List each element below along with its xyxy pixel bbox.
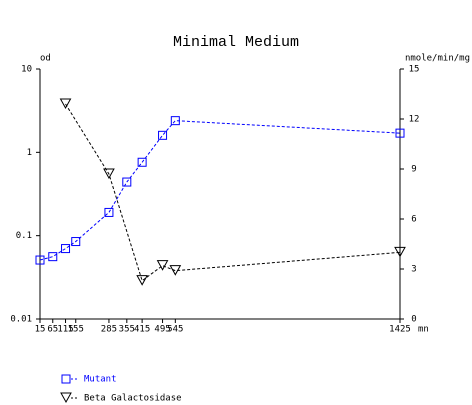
x-tick-label: 115: [57, 325, 73, 335]
chart-title: Minimal Medium: [173, 34, 299, 51]
series-line: [39, 120, 401, 261]
legend-label: Beta Galactosidase: [84, 394, 182, 404]
marker: [48, 252, 58, 262]
y-axis-label: od: [40, 54, 51, 64]
x-tick-label: 1425: [389, 325, 411, 335]
y2-tick-label: 3: [411, 265, 416, 275]
marker: [395, 128, 405, 138]
x-tick-label: 155: [68, 325, 84, 335]
marker: [169, 265, 182, 276]
marker: [35, 255, 45, 265]
marker: [156, 260, 169, 271]
x-tick-label: 355: [119, 325, 135, 335]
x-tick-label: 15: [35, 325, 46, 335]
marker: [394, 246, 406, 258]
marker: [103, 168, 115, 180]
y2-tick-label: 9: [411, 165, 416, 175]
x-tick-label: 65: [47, 325, 58, 335]
y-tick-label: 0.01: [10, 315, 32, 325]
marker: [170, 116, 180, 126]
x-axis-label: mn: [418, 325, 429, 335]
series-line: [65, 103, 401, 282]
x-tick-label: 415: [134, 325, 150, 335]
x-tick-label: 285: [101, 325, 117, 335]
y2-axis-label: nmole/min/mg: [405, 54, 470, 64]
x-tick-label: 545: [167, 325, 183, 335]
y2-tick-label: 6: [411, 215, 416, 225]
legend-marker: [61, 374, 71, 384]
y-tick-label: 0.1: [16, 231, 32, 241]
y-tick-label: 1: [27, 148, 32, 158]
y2-tick-label: 12: [409, 115, 420, 125]
marker: [122, 177, 132, 187]
legend-label: Mutant: [84, 375, 117, 385]
y-tick-label: 10: [21, 65, 32, 75]
y2-tick-label: 0: [411, 315, 416, 325]
marker: [59, 98, 72, 110]
marker: [61, 244, 71, 254]
marker: [137, 157, 147, 167]
x-tick-label: 495: [154, 325, 170, 335]
legend-marker: [60, 392, 72, 404]
marker: [158, 130, 168, 140]
marker: [71, 237, 81, 247]
y2-tick-label: 15: [409, 65, 420, 75]
marker: [104, 207, 114, 217]
marker: [136, 275, 148, 286]
